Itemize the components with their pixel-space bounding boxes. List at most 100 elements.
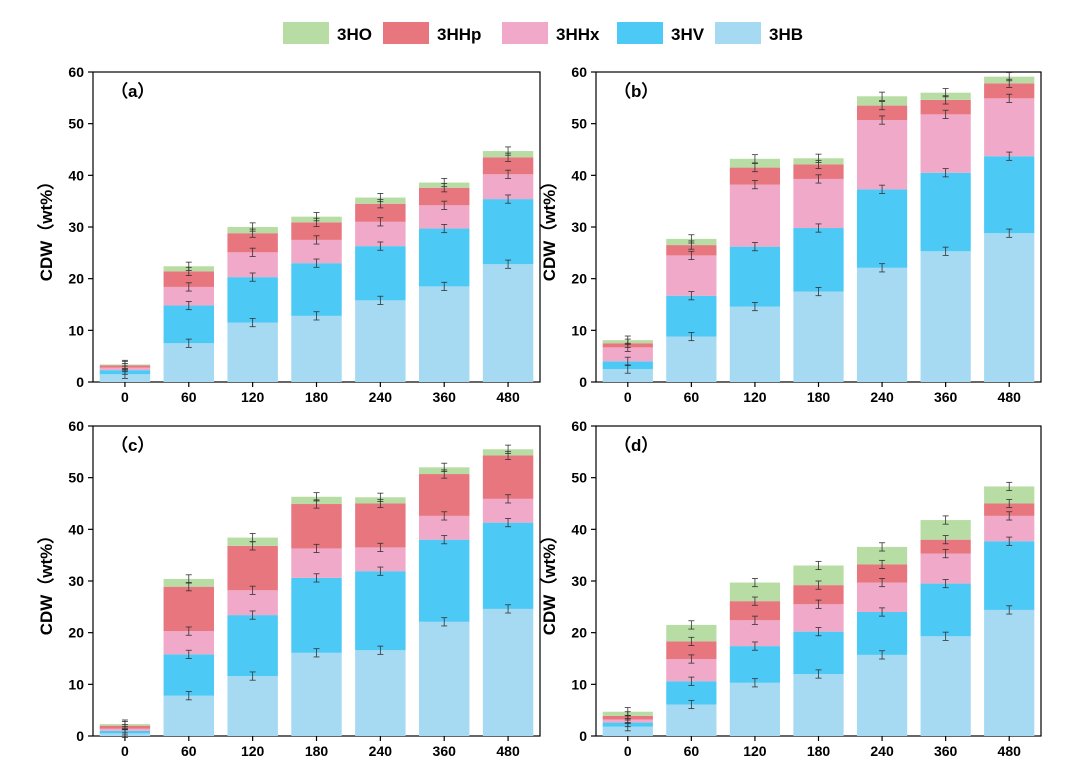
y-tick-label: 50 [68, 116, 84, 132]
y-tick-label: 30 [68, 573, 84, 589]
bar-segment-3hhx [291, 239, 342, 264]
bar-segment-3ho [984, 486, 1035, 504]
bar-segment-3hhx [163, 286, 215, 306]
bar-segment-3hhx [163, 631, 215, 655]
bar-segment-3hv [729, 646, 781, 683]
bar-segment-3hhx [291, 548, 342, 578]
bar-segment-3hv [729, 246, 781, 307]
bar-segment-3hb [856, 654, 908, 736]
bar-segment-3hhp [793, 585, 844, 605]
x-tick-label: 240 [369, 389, 393, 405]
bar-segment-3hv [856, 189, 908, 268]
y-axis-title: CDW（wt%） [539, 527, 559, 636]
x-tick-label: 60 [684, 389, 700, 405]
bar-segment-3hhp [418, 187, 470, 206]
bar-segment-3hb [666, 704, 717, 736]
bar-segment-3hv [355, 571, 406, 651]
bar-segment-3hb [482, 608, 534, 736]
bar-segment-3hhp [793, 164, 844, 179]
y-tick-label: 30 [571, 573, 587, 589]
bar-segment-3hhp [666, 641, 717, 660]
bar-segment-3hhx [355, 547, 406, 572]
panel-label: （d） [614, 435, 658, 455]
panel-c: 0 10 20 30 40 50 60 CDW（wt%） （c） 0 60 120 180 240 360 4… [36, 418, 541, 759]
y-tick-label: 10 [68, 322, 84, 338]
panel-label: （a） [111, 81, 154, 101]
y-tick-label: 10 [571, 676, 587, 692]
bar-segment-3hhx [666, 255, 717, 296]
bar-segment-3hv [227, 615, 278, 677]
bar-segment-3hhx [856, 582, 908, 612]
bar-segment-3hv [482, 522, 534, 609]
bar-segment-3hv [163, 654, 215, 696]
y-tick-label: 10 [571, 322, 587, 338]
y-tick-label: 0 [76, 374, 84, 390]
bar-segment-3hv [482, 199, 534, 265]
bar-segment-3hhx [666, 659, 717, 682]
x-tick-label: 120 [241, 389, 265, 405]
x-tick-label: 120 [743, 743, 767, 759]
x-tick-label: 120 [241, 743, 265, 759]
bar-segment-3hv [291, 577, 342, 653]
bar-segment-3hb [602, 369, 653, 382]
bar-segment-3hv [920, 583, 971, 637]
bar-segment-3hhx [482, 498, 534, 523]
bar-segment-3hb [418, 286, 470, 382]
x-tick-label: 360 [934, 389, 958, 405]
y-tick-label: 50 [68, 470, 84, 486]
legend: 3HO 3HHp 3HHx 3HV 3HB [283, 22, 803, 44]
x-tick-label: 240 [369, 743, 393, 759]
y-axis-title: CDW（wt%） [36, 173, 56, 282]
y-tick-label: 20 [68, 271, 84, 287]
bar-segment-3hhp [163, 271, 215, 287]
bar-segment-3hv [666, 295, 717, 337]
bar-segment-3hhx [920, 553, 971, 584]
y-tick-label: 40 [68, 521, 84, 537]
bar-segment-3hhp [729, 601, 781, 621]
x-tick-label: 0 [121, 389, 129, 405]
y-tick-label: 60 [68, 64, 84, 80]
y-tick-label: 30 [571, 219, 587, 235]
x-tick-label: 180 [305, 743, 329, 759]
x-tick-label: 360 [934, 743, 958, 759]
bar-segment-3hhx [418, 205, 470, 229]
x-tick-label: 480 [998, 389, 1022, 405]
bar-segment-3hv [355, 246, 406, 301]
bar-segment-3hv [227, 277, 278, 323]
panel-d: 0 10 20 30 40 50 60 CDW（wt%） （d） 0 60 120 180 240 360 4… [539, 418, 1042, 759]
legend-swatch-3hhx [502, 22, 548, 44]
y-tick-label: 60 [571, 64, 587, 80]
bar-segment-3hb [355, 300, 406, 382]
bar-segment-3hb [856, 267, 908, 382]
bar-segment-3hhp [418, 474, 470, 516]
x-tick-label: 60 [181, 743, 197, 759]
x-tick-label: 0 [121, 743, 129, 759]
y-tick-label: 50 [571, 116, 587, 132]
x-tick-label: 360 [433, 743, 457, 759]
bar-segment-3hv [163, 305, 215, 344]
bar-segment-3hb [729, 306, 781, 382]
bar-segment-3hhp [666, 245, 717, 256]
bar-segment-3hhx [729, 184, 781, 247]
y-tick-label: 20 [571, 271, 587, 287]
bar-segment-3hhx [856, 120, 908, 190]
bar-segment-3hb [291, 315, 342, 382]
x-tick-label: 0 [624, 743, 632, 759]
bar-segment-3hb [729, 682, 781, 736]
x-tick-label: 180 [305, 389, 329, 405]
bar-segment-3hv [793, 228, 844, 292]
y-tick-label: 50 [571, 470, 587, 486]
bar-segment-3hb [163, 695, 215, 736]
y-tick-label: 40 [571, 521, 587, 537]
legend-swatch-3hhp [383, 22, 429, 44]
bar-segment-3hhx [793, 604, 844, 632]
bar-segment-3hhp [482, 455, 534, 499]
legend-label-3ho: 3HO [337, 25, 372, 44]
legend-label-3hhp: 3HHp [437, 25, 481, 44]
y-tick-label: 10 [68, 676, 84, 692]
bar-segment-3hhx [920, 114, 971, 173]
x-tick-label: 480 [496, 743, 520, 759]
bar-segment-3hhp [984, 83, 1035, 99]
bar-segment-3hb [482, 264, 534, 382]
